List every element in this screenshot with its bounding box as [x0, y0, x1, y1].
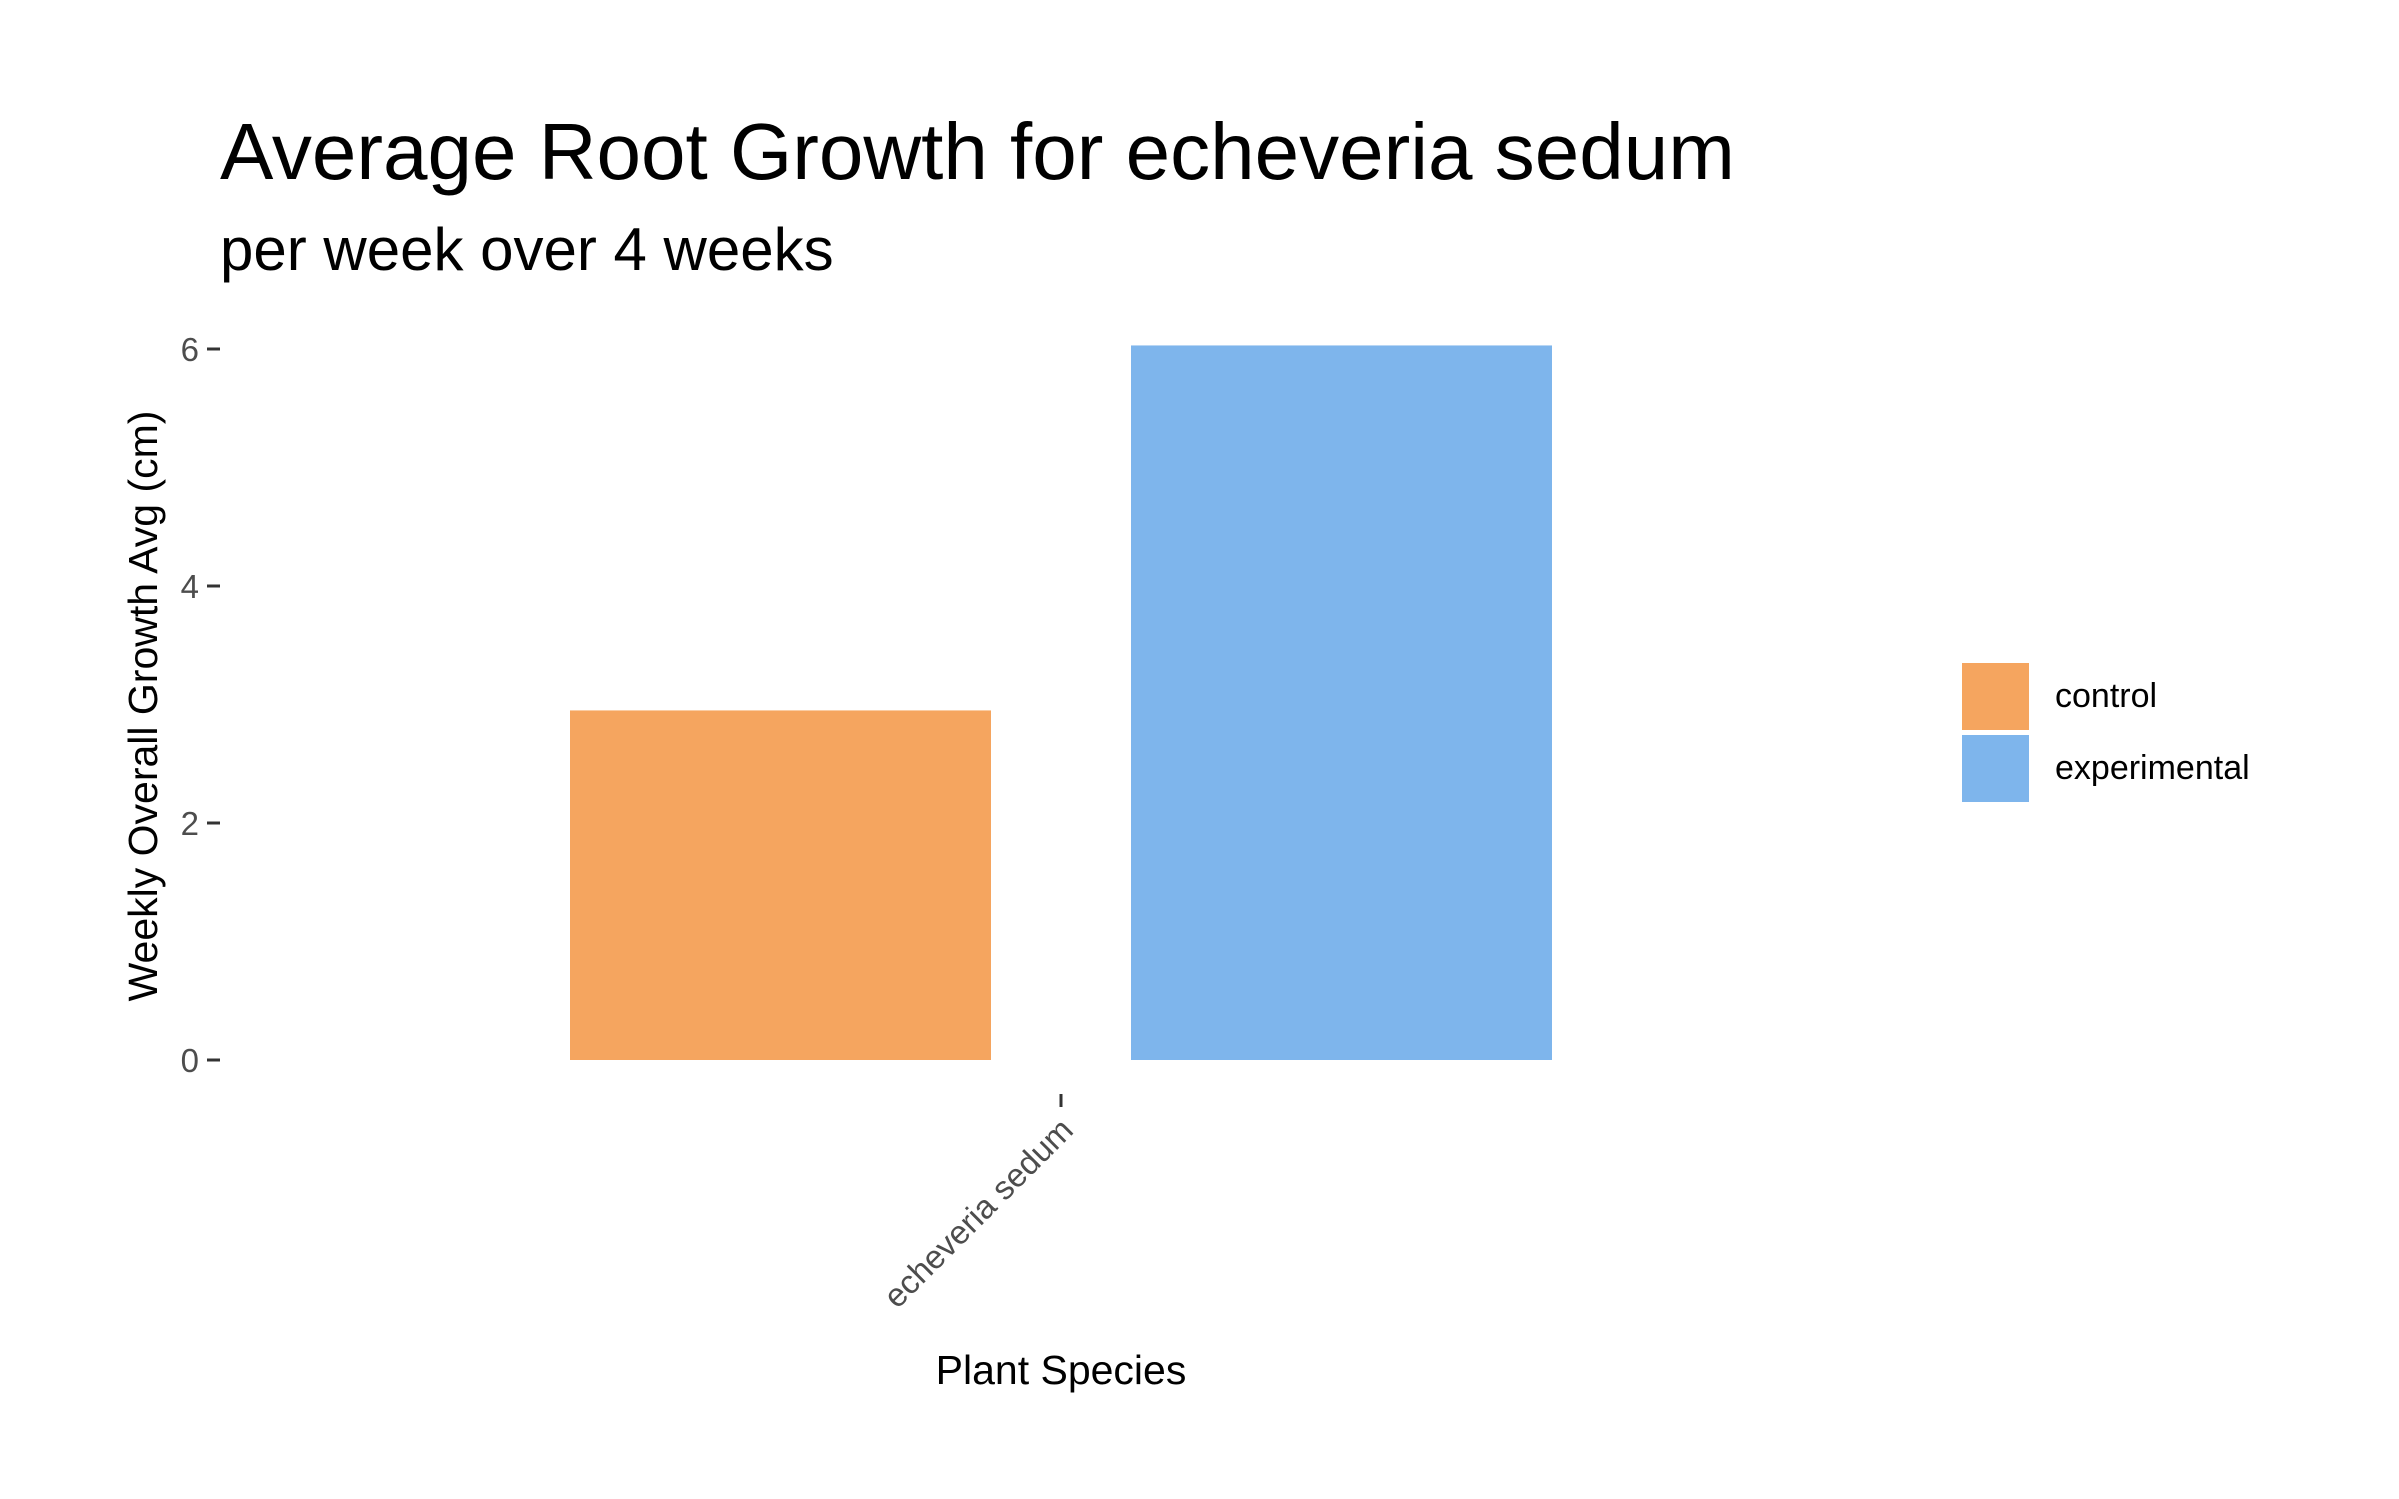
bar-experimental: [1131, 345, 1552, 1060]
y-tick-label: 6: [181, 331, 199, 368]
x-tick-label: echeveria sedum: [876, 1111, 1080, 1315]
y-tick-label: 0: [181, 1042, 199, 1079]
legend-item-control: control: [1962, 660, 2250, 732]
legend: control experimental: [1962, 660, 2250, 804]
chart-subtitle: per week over 4 weeks: [220, 216, 834, 283]
chart-title: Average Root Growth for echeveria sedum: [220, 107, 1735, 196]
y-tick-label: 2: [181, 805, 199, 842]
x-axis-title: Plant Species: [936, 1347, 1187, 1393]
legend-swatch-control: [1962, 662, 2029, 730]
bar-control: [570, 710, 991, 1060]
legend-label-control: control: [2055, 676, 2158, 715]
legend-swatch-experimental: [1962, 734, 2029, 802]
y-tick-label: 4: [181, 568, 199, 605]
y-axis-title: Weekly Overall Growth Avg (cm): [120, 411, 166, 1002]
legend-label-experimental: experimental: [2055, 748, 2250, 787]
legend-item-experimental: experimental: [1962, 732, 2250, 804]
